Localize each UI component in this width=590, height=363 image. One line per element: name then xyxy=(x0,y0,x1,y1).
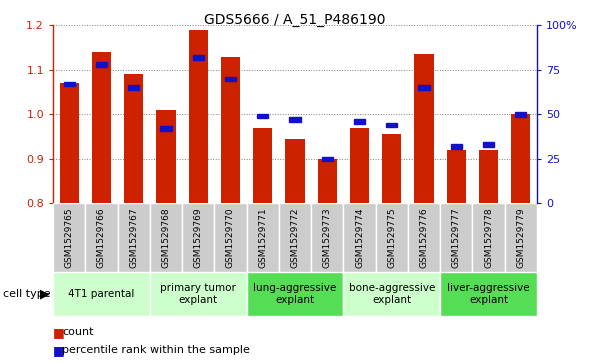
Text: bone-aggressive
explant: bone-aggressive explant xyxy=(349,283,435,305)
Bar xyxy=(382,134,401,203)
Bar xyxy=(483,142,494,147)
Bar xyxy=(354,119,365,124)
Text: GSM1529775: GSM1529775 xyxy=(387,207,396,268)
Text: ▶: ▶ xyxy=(40,287,50,301)
Bar xyxy=(128,85,139,90)
Bar xyxy=(414,54,434,203)
Text: GSM1529769: GSM1529769 xyxy=(194,207,203,268)
Bar xyxy=(225,77,236,81)
Bar xyxy=(253,128,273,203)
Bar xyxy=(418,85,430,90)
Bar xyxy=(451,144,462,148)
Bar xyxy=(286,139,304,203)
Text: ■: ■ xyxy=(53,344,65,357)
Text: GSM1529765: GSM1529765 xyxy=(65,207,74,268)
Bar xyxy=(53,203,86,272)
Bar xyxy=(386,123,398,127)
Bar xyxy=(440,272,537,316)
Text: GSM1529779: GSM1529779 xyxy=(516,207,525,268)
Text: GSM1529771: GSM1529771 xyxy=(258,207,267,268)
Bar xyxy=(247,272,343,316)
Text: GSM1529766: GSM1529766 xyxy=(97,207,106,268)
Bar xyxy=(182,203,214,272)
Bar xyxy=(96,62,107,67)
Bar xyxy=(350,128,369,203)
Bar xyxy=(311,203,343,272)
Bar xyxy=(343,272,440,316)
Text: 4T1 parental: 4T1 parental xyxy=(68,289,135,299)
Text: GSM1529772: GSM1529772 xyxy=(290,208,300,268)
Text: ■: ■ xyxy=(53,326,65,339)
Bar xyxy=(376,203,408,272)
Text: GSM1529774: GSM1529774 xyxy=(355,208,364,268)
Text: cell type: cell type xyxy=(3,289,51,299)
Bar xyxy=(343,203,376,272)
Text: percentile rank within the sample: percentile rank within the sample xyxy=(62,345,250,355)
Bar xyxy=(53,272,150,316)
Bar xyxy=(515,112,526,117)
Text: GSM1529768: GSM1529768 xyxy=(162,207,171,268)
Bar xyxy=(322,156,333,161)
Text: primary tumor
explant: primary tumor explant xyxy=(160,283,236,305)
Bar xyxy=(289,118,301,122)
Text: GDS5666 / A_51_P486190: GDS5666 / A_51_P486190 xyxy=(204,13,386,27)
Bar xyxy=(504,203,537,272)
Bar xyxy=(257,114,268,118)
Bar xyxy=(189,30,208,203)
Bar xyxy=(192,55,204,60)
Bar xyxy=(150,272,247,316)
Text: GSM1529778: GSM1529778 xyxy=(484,207,493,268)
Bar xyxy=(124,74,143,203)
Text: count: count xyxy=(62,327,93,337)
Bar xyxy=(117,203,150,272)
Bar xyxy=(160,126,172,131)
Bar xyxy=(247,203,279,272)
Text: GSM1529776: GSM1529776 xyxy=(419,207,428,268)
Bar xyxy=(473,203,504,272)
Text: GSM1529770: GSM1529770 xyxy=(226,207,235,268)
Bar xyxy=(317,159,337,203)
Bar xyxy=(86,203,117,272)
Bar xyxy=(511,114,530,203)
Text: lung-aggressive
explant: lung-aggressive explant xyxy=(253,283,337,305)
Bar xyxy=(447,150,466,203)
Bar xyxy=(64,82,75,86)
Bar xyxy=(479,150,498,203)
Bar xyxy=(221,57,240,203)
Bar xyxy=(279,203,311,272)
Text: GSM1529767: GSM1529767 xyxy=(129,207,138,268)
Bar xyxy=(60,83,79,203)
Bar xyxy=(214,203,247,272)
Bar xyxy=(156,110,176,203)
Bar xyxy=(92,52,111,203)
Bar xyxy=(408,203,440,272)
Text: GSM1529777: GSM1529777 xyxy=(452,207,461,268)
Text: GSM1529773: GSM1529773 xyxy=(323,207,332,268)
Text: liver-aggressive
explant: liver-aggressive explant xyxy=(447,283,530,305)
Bar xyxy=(150,203,182,272)
Bar xyxy=(440,203,473,272)
